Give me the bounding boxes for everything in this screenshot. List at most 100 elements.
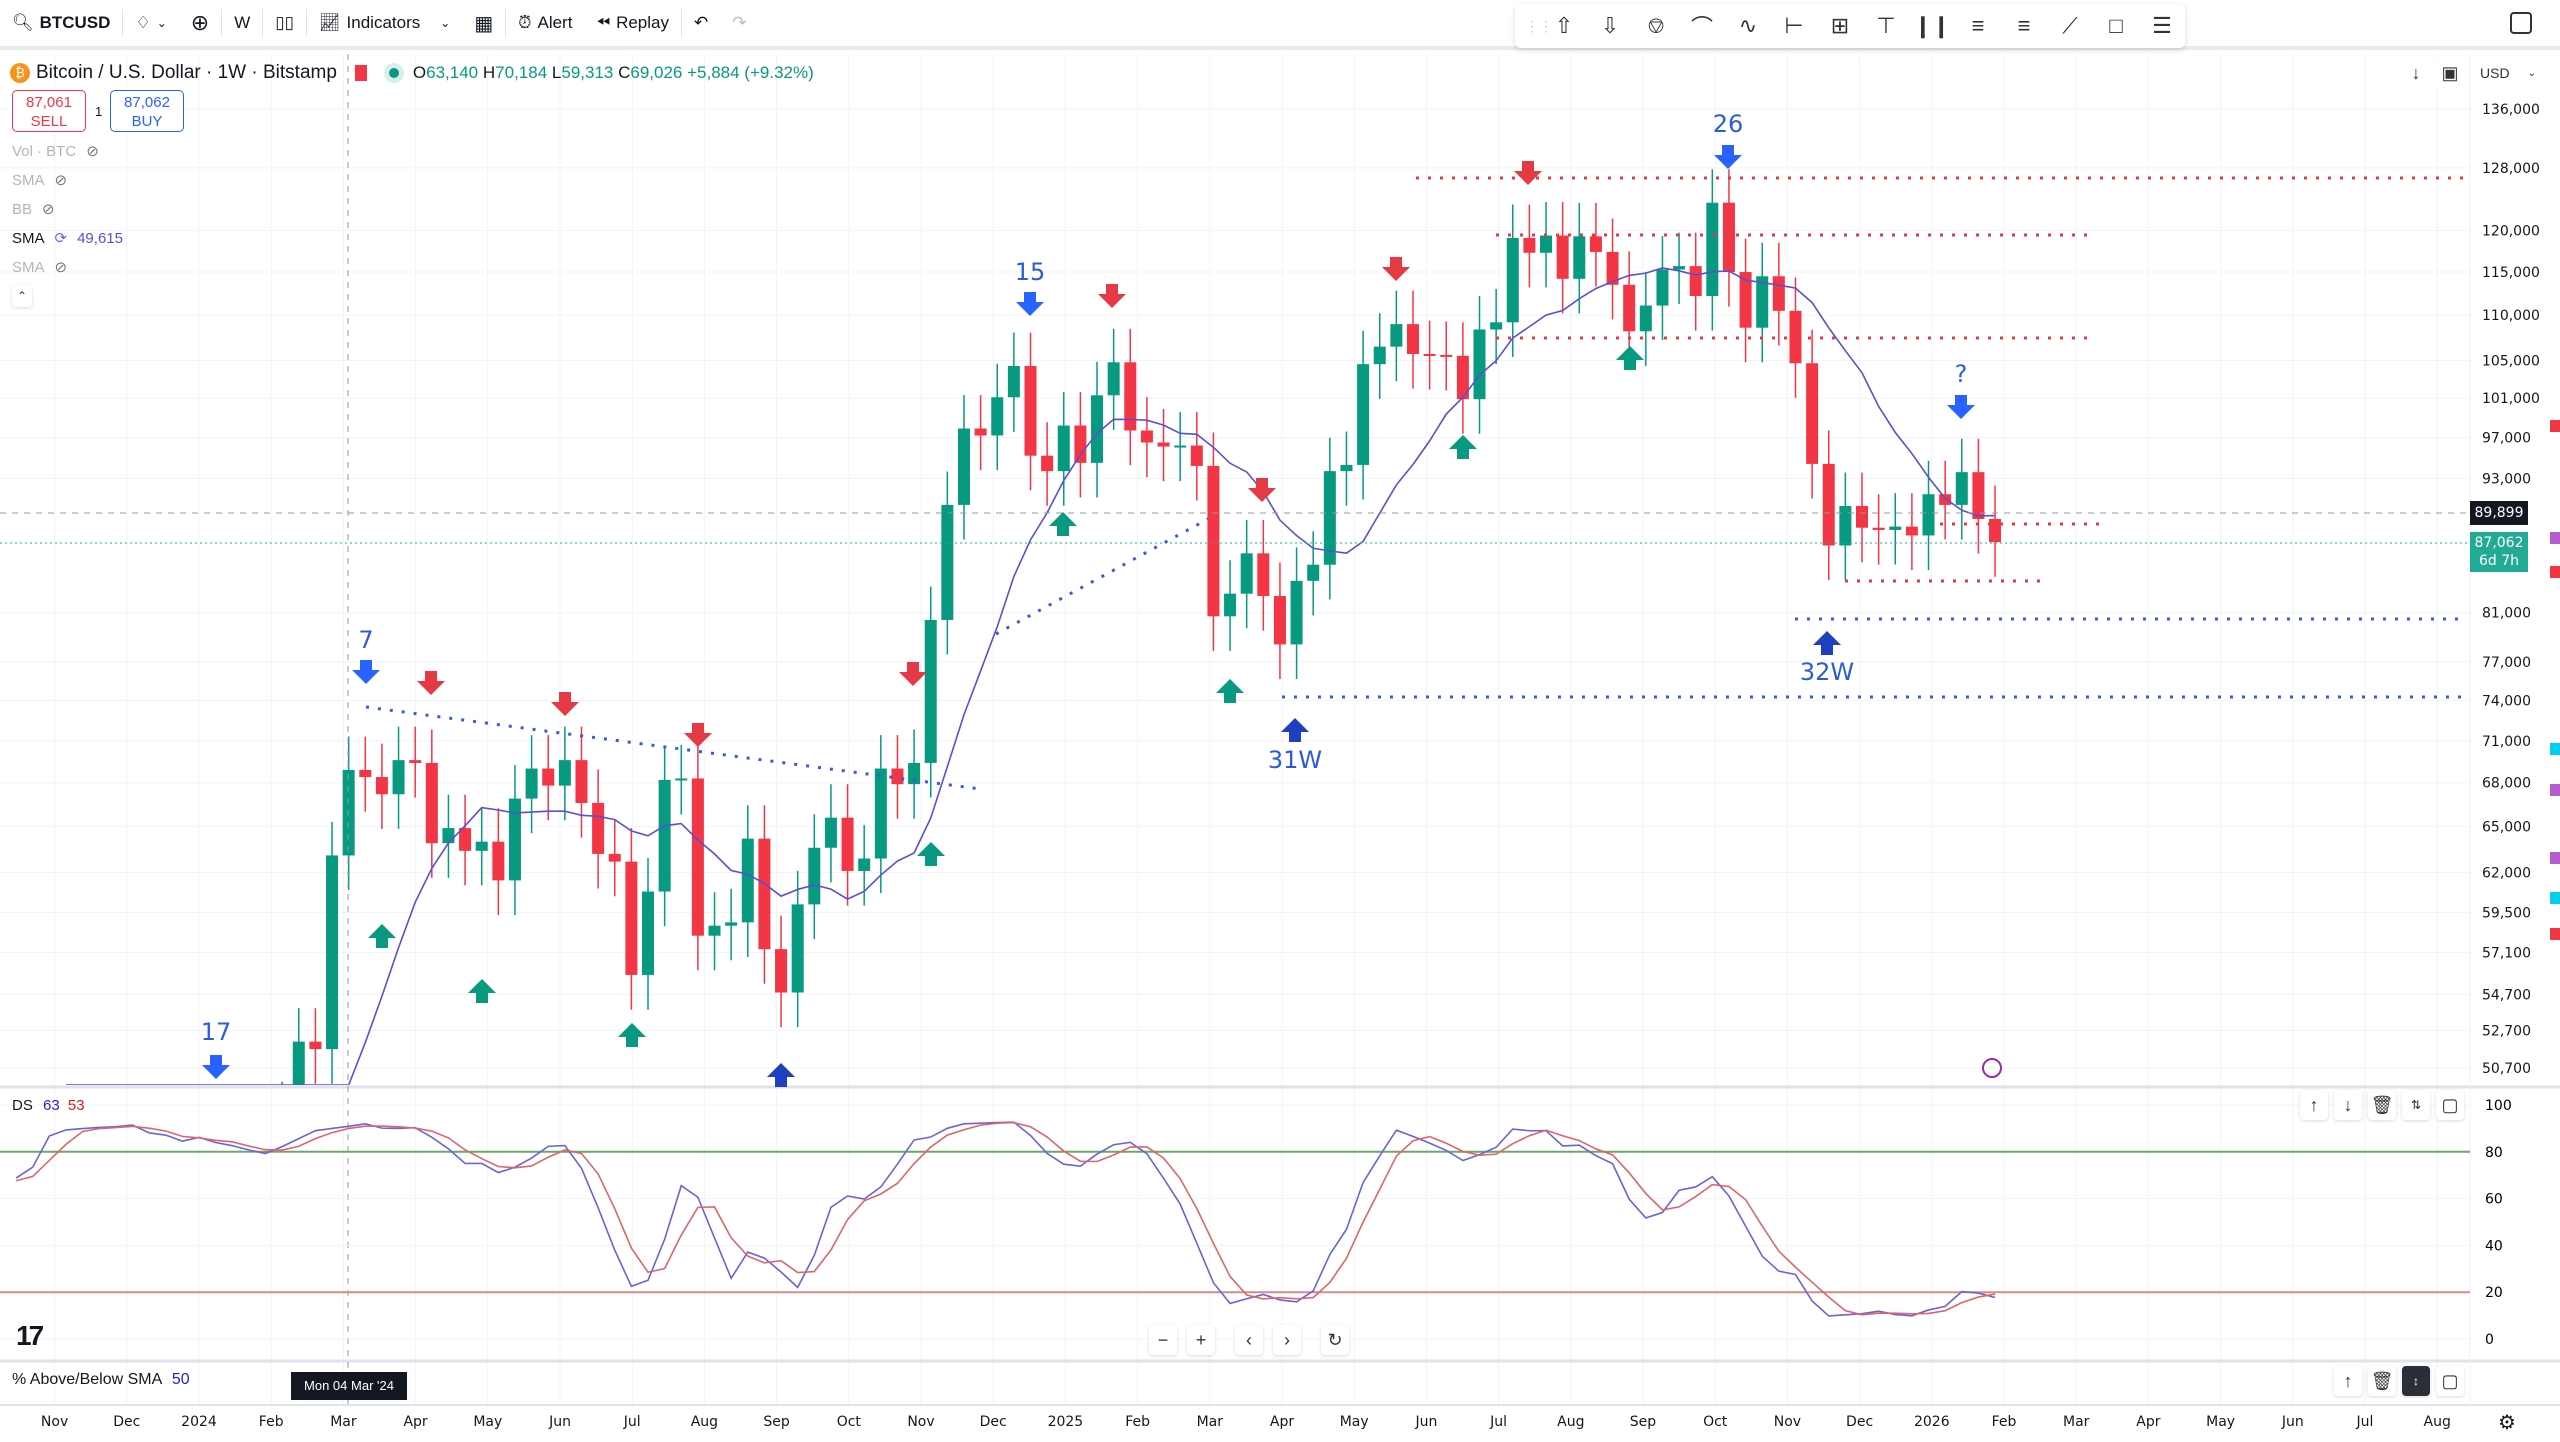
candle-body — [525, 768, 538, 799]
candle — [1656, 236, 1669, 341]
candle — [442, 794, 455, 878]
symbol-title[interactable]: Bitcoin / U.S. Dollar · 1W · Bitstamp — [36, 62, 337, 83]
candle — [558, 726, 571, 821]
candle — [1972, 438, 1985, 554]
eye-hidden-icon[interactable]: ⊘ — [54, 259, 68, 276]
delete-pane-button[interactable]: 🗑︎ — [2368, 1366, 2396, 1396]
candle-body — [1856, 505, 1868, 528]
eye-hidden-icon[interactable]: ⊘ — [86, 143, 99, 160]
candle-body — [409, 760, 422, 763]
indicator-sma-1[interactable]: SMA ⊘ — [12, 171, 68, 190]
maximize-pane-button[interactable]: ▢ — [2436, 1090, 2464, 1120]
candle-body — [1406, 324, 1419, 354]
indicators-button[interactable]: 📈︎ Indicators ⌄ — [318, 13, 451, 32]
time-axis-label: Aug — [2424, 1414, 2451, 1430]
undo-icon: ↶ — [693, 13, 709, 32]
alert-button[interactable]: ⏰︎ Alert — [518, 13, 573, 32]
drag-handle-icon[interactable]: ⋮⋮ — [1525, 17, 1553, 34]
compare-symbol-button[interactable]: ⊕ — [179, 3, 221, 43]
symbol-search[interactable]: 🔍︎ BTCUSD — [12, 13, 111, 32]
candle-body — [1789, 310, 1802, 364]
polyline-tool-icon[interactable]: ∿ — [1738, 13, 1758, 38]
long-position-tool-icon[interactable]: ≡ — [1971, 13, 1985, 38]
sma-line — [65, 267, 1996, 1085]
candle — [1207, 432, 1220, 651]
interval-button[interactable]: W — [234, 13, 251, 32]
auto-scale-button[interactable]: ▣ — [2436, 58, 2464, 88]
scroll-left-button[interactable]: ‹ — [1235, 1325, 1263, 1355]
trend-line-tool-icon[interactable]: ⟋ — [2062, 13, 2078, 38]
fib-tool-icon[interactable]: ☰ — [2152, 13, 2172, 38]
price-axis-label: 57,100 — [2482, 946, 2531, 962]
candle-body — [542, 768, 555, 786]
chart-type-button[interactable]: ▯▯ — [263, 3, 306, 43]
eye-hidden-icon[interactable]: ⊘ — [42, 201, 55, 218]
settings-gear-icon[interactable]: ⚙ — [2498, 1412, 2516, 1434]
collapse-pane-button[interactable]: ⇅ — [2402, 1090, 2430, 1120]
move-pane-down-button[interactable]: ↓ — [2334, 1090, 2362, 1120]
restore-pane-button[interactable]: ↕ — [2402, 1366, 2430, 1396]
candle-body — [625, 861, 638, 975]
buy-button[interactable]: 87,062 BUY — [110, 90, 184, 132]
candle — [1406, 290, 1419, 389]
delete-pane-button[interactable]: 🗑︎ — [2368, 1090, 2396, 1120]
indicator-bb[interactable]: BB ⊘ — [12, 200, 55, 219]
tradingview-logo[interactable]: 17 — [16, 1320, 44, 1351]
arrow-up-tool-icon[interactable]: ⇧ — [1554, 13, 1574, 38]
price-date-range-tool-icon[interactable]: ⊞ — [1830, 13, 1850, 38]
currency-select[interactable]: USD ⌄ — [2476, 58, 2540, 88]
order-quantity[interactable]: 1 — [95, 104, 103, 119]
undo-button[interactable]: ↶ — [682, 3, 720, 43]
price-range-tool-icon[interactable]: ⊤ — [1876, 13, 1896, 38]
candle-body — [1955, 472, 1968, 505]
candle-body — [1656, 269, 1669, 306]
replay-button[interactable]: ⏪︎ Replay — [596, 13, 669, 32]
layouts-button[interactable]: ▦ — [462, 3, 505, 43]
redo-button[interactable]: ↷ — [720, 3, 758, 43]
candle — [1390, 290, 1403, 382]
move-pane-up-button[interactable]: ↑ — [2334, 1366, 2362, 1396]
price-axis-label: 71,000 — [2482, 734, 2531, 750]
time-axis-label: Feb — [1992, 1414, 2017, 1430]
indicator-vol[interactable]: Vol · BTC ⊘ — [12, 142, 99, 161]
watchlist-flag-button[interactable]: ♢ ⌄ — [123, 3, 178, 43]
time-axis-label: Apr — [1270, 1414, 1294, 1430]
flag-icon[interactable] — [354, 65, 367, 81]
candle — [1689, 232, 1702, 331]
collapse-legend-button[interactable]: ⌃ — [12, 285, 32, 307]
reset-chart-button[interactable]: ↻ — [1321, 1325, 1349, 1355]
date-range-tool-icon[interactable]: ⊢ — [1784, 13, 1804, 38]
candle — [1373, 313, 1386, 399]
maximize-pane-button[interactable]: ▢ — [2436, 1366, 2464, 1396]
buy-arrow-icon — [618, 1023, 646, 1047]
candle-body — [1540, 235, 1553, 253]
rectangle-tool-icon[interactable]: □ — [2109, 13, 2123, 38]
scroll-down-button[interactable]: ↓ — [2402, 58, 2430, 88]
candle-body — [1091, 395, 1104, 463]
zoom-out-button[interactable]: − — [1149, 1325, 1177, 1355]
sell-button[interactable]: 87,061 SELL — [12, 90, 86, 132]
arc-tool-icon[interactable]: ⌒ — [1690, 15, 1713, 40]
divider — [262, 9, 264, 37]
candle-body — [791, 904, 804, 993]
short-position-tool-icon[interactable]: ≡ — [2017, 13, 2031, 38]
candle — [1257, 519, 1270, 631]
sma-pane-legend[interactable]: % Above/Below SMA 50 — [12, 1371, 190, 1388]
time-axis-label: Aug — [1557, 1414, 1584, 1430]
bars-pattern-tool-icon[interactable]: ❙❙ — [1913, 13, 1951, 38]
candle-body — [1456, 355, 1469, 400]
arrow-down-tool-icon[interactable]: ⇩ — [1600, 13, 1620, 38]
candle — [309, 1008, 322, 1084]
scroll-right-button[interactable]: › — [1273, 1325, 1301, 1355]
move-pane-up-button[interactable]: ↑ — [2300, 1090, 2328, 1120]
zoom-in-button[interactable]: + — [1187, 1325, 1215, 1355]
indicator-sma-3[interactable]: SMA ⊘ — [12, 258, 68, 277]
ds-indicator-legend[interactable]: DS 63 53 — [12, 1097, 85, 1114]
maximize-icon[interactable] — [2510, 12, 2532, 34]
candle-body — [1423, 353, 1436, 356]
indicator-sma-2[interactable]: SMA ⟳ 49,615 — [12, 229, 123, 248]
eye-hidden-icon[interactable]: ⊘ — [54, 172, 68, 189]
osc-axis-label: 20 — [2485, 1285, 2503, 1301]
path-tool-icon[interactable]: ⎊ — [1647, 13, 1665, 38]
